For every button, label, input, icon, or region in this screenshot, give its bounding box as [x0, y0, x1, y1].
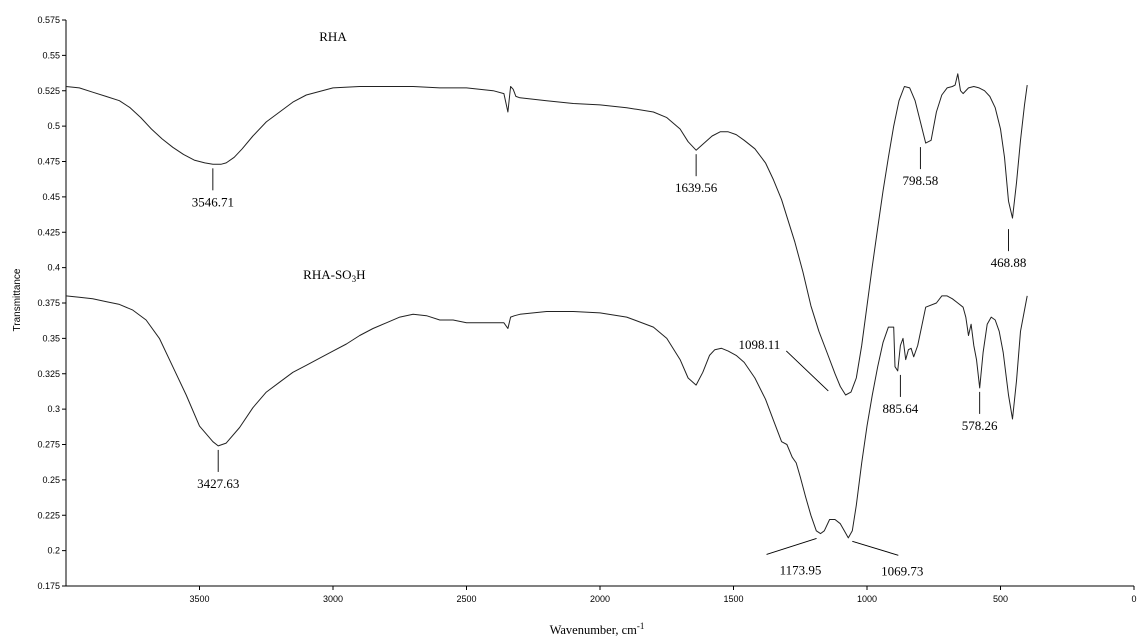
series-line-rha-so3h	[65, 295, 1028, 539]
y-tick-label-6: 0.325	[37, 369, 60, 379]
x-axis-title-superscript: -1	[637, 621, 645, 631]
x-tick-label-1: 3000	[323, 594, 343, 604]
x-tick-label-0: 3500	[189, 594, 209, 604]
annotation-label-7: 578.26	[962, 418, 998, 433]
annotations: 3546.71 1639.56 798.58 468.88 1098.11 3427.63…	[192, 147, 1027, 578]
y-tick-label-2: 0.225	[37, 510, 60, 520]
y-axis-title: Transmittance	[12, 268, 23, 331]
annotation-label-5: 3427.63	[197, 476, 239, 491]
x-axis-ticks: 3500 3000 2500 2000 1500 1000 500 0	[189, 586, 1137, 604]
y-tick-label-12: 0.475	[37, 157, 60, 167]
annotation-label-0: 3546.71	[192, 194, 234, 209]
series-label-1: RHA-SO3H	[303, 267, 365, 284]
annotation-label-4: 1098.11	[739, 337, 781, 352]
y-tick-label-16: 0.575	[37, 15, 60, 25]
annotation-label-8: 1173.95	[780, 562, 822, 577]
annotation-label-1: 1639.56	[675, 180, 718, 195]
annotation-label-9: 1069.73	[881, 563, 923, 578]
x-tick-label-6: 500	[993, 594, 1008, 604]
x-tick-label-7: 0	[1131, 594, 1136, 604]
y-tick-label-1: 0.2	[47, 546, 60, 556]
y-tick-label-10: 0.425	[37, 227, 60, 237]
y-tick-label-9: 0.4	[47, 263, 60, 273]
x-axis-title: Wavenumber, cm-1	[550, 621, 645, 637]
series-labels: RHA RHA-SO3H	[303, 29, 365, 284]
y-tick-label-13: 0.5	[47, 121, 60, 131]
y-tick-label-14: 0.525	[37, 86, 60, 96]
series-label-0: RHA	[319, 29, 347, 44]
y-tick-label-15: 0.55	[42, 50, 60, 60]
annotation-label-3: 468.88	[991, 255, 1027, 270]
x-tick-label-5: 1000	[857, 594, 877, 604]
y-axis-ticks: 0.175 0.2 0.225 0.25 0.275 0.3 0.325 0.35 0.375 0…	[37, 15, 66, 591]
y-tick-label-8: 0.375	[37, 298, 60, 308]
annotation-label-2: 798.58	[903, 173, 939, 188]
y-tick-label-4: 0.275	[37, 440, 60, 450]
y-tick-label-7: 0.35	[42, 333, 60, 343]
series-line-rha	[65, 73, 1028, 396]
x-axis-title-text: Wavenumber, cm	[550, 623, 638, 637]
x-tick-label-3: 2000	[590, 594, 610, 604]
y-tick-label-5: 0.3	[47, 404, 60, 414]
annotation-label-6: 885.64	[883, 401, 919, 416]
y-tick-label-0: 0.175	[37, 581, 60, 591]
y-tick-label-3: 0.25	[42, 475, 60, 485]
x-tick-label-2: 2500	[456, 594, 476, 604]
y-tick-label-11: 0.45	[42, 192, 60, 202]
annotation-leader-4	[785, 350, 829, 392]
x-tick-label-4: 1500	[723, 594, 743, 604]
series-group	[65, 73, 1028, 539]
annotation-leader-8	[766, 538, 817, 555]
annotation-leader-9	[852, 540, 899, 556]
